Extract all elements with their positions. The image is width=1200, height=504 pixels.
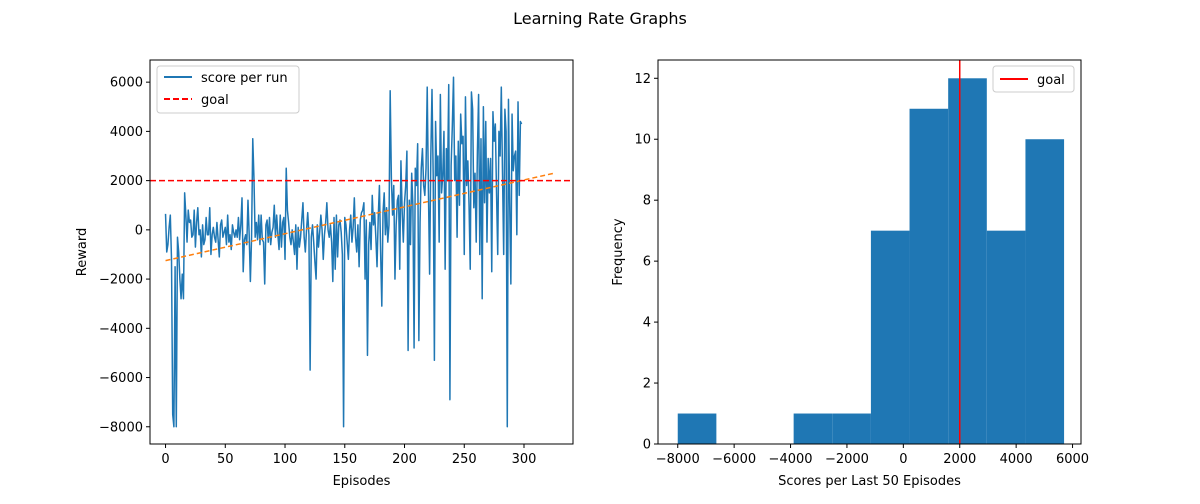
y-tick-label: 6000 bbox=[110, 76, 143, 91]
x-tick-label: 2000 bbox=[943, 452, 976, 467]
histogram-bar bbox=[1025, 139, 1065, 444]
x-tick-label: −4000 bbox=[769, 452, 813, 467]
histogram-bar bbox=[677, 413, 717, 444]
reward-legend: score per run goal bbox=[156, 65, 300, 114]
reward-y-ticks: −8000 −6000 −4000 −2000 0 2000 4000 6000 bbox=[99, 76, 150, 435]
histogram-bar bbox=[986, 230, 1026, 444]
x-tick-label: −8000 bbox=[656, 452, 700, 467]
histogram-y-ticks: 0 2 4 6 8 10 12 bbox=[634, 72, 658, 453]
histogram-bar bbox=[909, 108, 949, 444]
histogram-bar bbox=[948, 78, 987, 445]
y-tick-label: −8000 bbox=[99, 420, 143, 435]
x-tick-label: −6000 bbox=[712, 452, 756, 467]
y-tick-label: −6000 bbox=[99, 371, 143, 386]
x-tick-label: −2000 bbox=[825, 452, 869, 467]
y-tick-label: 2000 bbox=[110, 174, 143, 189]
reward-x-ticks: 0 50 100 150 200 250 300 bbox=[161, 444, 536, 467]
y-tick-label: 12 bbox=[634, 72, 651, 87]
score-line bbox=[164, 76, 523, 428]
reward-plot-frame bbox=[149, 59, 574, 445]
reward-legend-box bbox=[156, 65, 300, 114]
histogram-bar bbox=[870, 230, 910, 444]
y-tick-label: 10 bbox=[634, 133, 651, 148]
histogram-plot-area bbox=[677, 60, 1065, 445]
x-tick-label: 250 bbox=[452, 452, 477, 467]
trend-line bbox=[165, 172, 555, 262]
figure-title: Learning Rate Graphs bbox=[513, 9, 687, 28]
x-tick-label: 100 bbox=[273, 452, 298, 467]
x-tick-label: 0 bbox=[899, 452, 907, 467]
x-tick-label: 300 bbox=[512, 452, 537, 467]
reward-y-label: Reward bbox=[75, 228, 90, 276]
y-tick-label: −4000 bbox=[99, 322, 143, 337]
histogram-y-label: Frequency bbox=[611, 218, 626, 285]
x-tick-label: 0 bbox=[161, 452, 169, 467]
legend-goal-label: goal bbox=[201, 93, 229, 108]
histogram-plot-frame bbox=[657, 59, 1082, 445]
histogram-legend: goal bbox=[992, 65, 1075, 93]
legend-score-label: score per run bbox=[201, 71, 288, 86]
y-tick-label: 4000 bbox=[110, 125, 143, 140]
legend-goal-label: goal bbox=[1037, 73, 1065, 88]
histogram-x-ticks: −8000 −6000 −4000 −2000 0 2000 4000 6000 bbox=[656, 444, 1089, 467]
y-tick-label: 8 bbox=[643, 194, 651, 209]
y-tick-label: 0 bbox=[135, 223, 143, 238]
x-tick-label: 6000 bbox=[1056, 452, 1089, 467]
y-tick-label: 0 bbox=[643, 438, 651, 453]
y-tick-label: 6 bbox=[643, 255, 651, 270]
y-tick-label: 4 bbox=[643, 316, 651, 331]
y-tick-label: 2 bbox=[643, 377, 651, 392]
reward-x-label: Episodes bbox=[333, 474, 391, 489]
histogram-plot: −8000 −6000 −4000 −2000 0 2000 4000 6000 0 2 4 6 8 1… bbox=[611, 59, 1089, 489]
y-tick-label: −2000 bbox=[99, 273, 143, 288]
histogram-x-label: Scores per Last 50 Episodes bbox=[778, 474, 961, 489]
x-tick-label: 50 bbox=[217, 452, 234, 467]
reward-plot: 0 50 100 150 200 250 300 −8000 −6000 −4000 −2000 0… bbox=[75, 59, 574, 489]
histogram-bar bbox=[832, 413, 871, 444]
x-tick-label: 200 bbox=[392, 452, 417, 467]
x-tick-label: 4000 bbox=[1000, 452, 1033, 467]
histogram-legend-box bbox=[992, 65, 1075, 93]
histogram-bar bbox=[793, 413, 833, 444]
reward-plot-area bbox=[150, 76, 573, 428]
x-tick-label: 150 bbox=[332, 452, 357, 467]
